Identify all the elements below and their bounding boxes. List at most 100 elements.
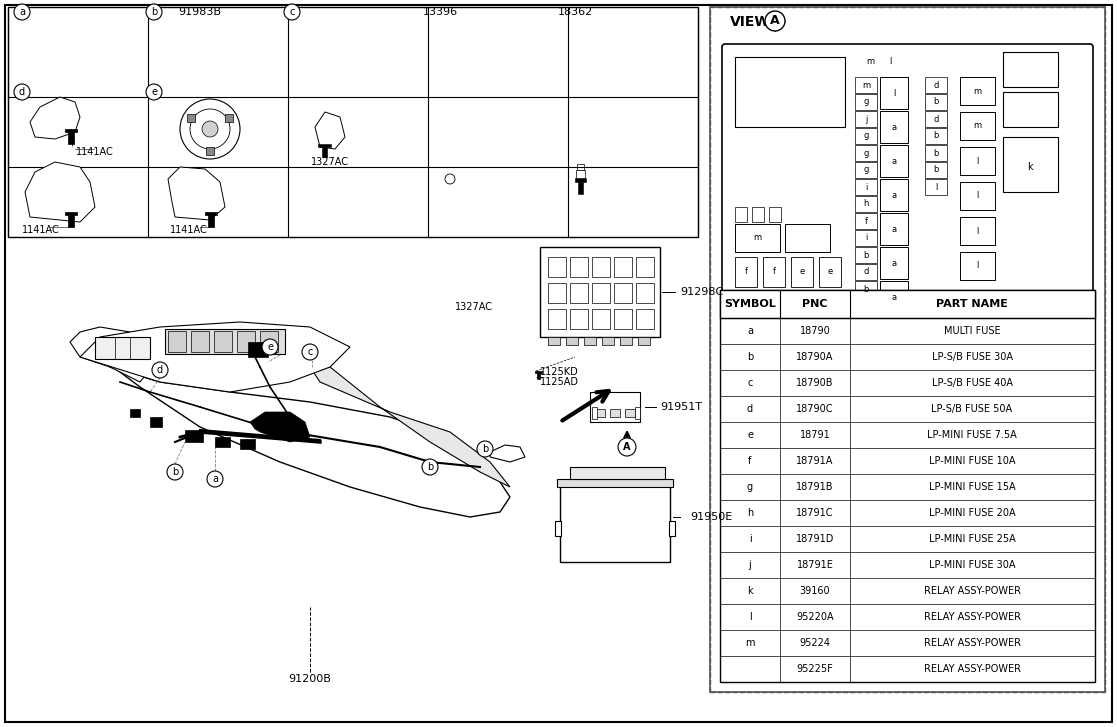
Bar	[636, 257, 653, 277]
Text: 18790: 18790	[800, 326, 830, 336]
Text: 1125AD: 1125AD	[540, 377, 579, 387]
Bar	[68, 215, 74, 227]
Bar	[1003, 92, 1058, 127]
Bar	[855, 264, 877, 280]
Circle shape	[618, 438, 636, 456]
Text: l: l	[976, 191, 978, 201]
Circle shape	[180, 99, 240, 159]
Circle shape	[477, 441, 493, 457]
Polygon shape	[450, 169, 462, 179]
Polygon shape	[438, 169, 450, 179]
Text: 18790A: 18790A	[796, 352, 833, 362]
Circle shape	[445, 174, 455, 184]
Text: e: e	[267, 342, 273, 352]
Bar	[880, 145, 908, 177]
Bar	[720, 290, 1095, 318]
Polygon shape	[438, 179, 450, 190]
Bar	[214, 437, 230, 447]
Circle shape	[422, 459, 438, 475]
Text: m: m	[973, 121, 981, 131]
Bar	[669, 521, 675, 536]
Polygon shape	[80, 322, 350, 392]
Bar	[925, 94, 947, 110]
Bar	[65, 212, 77, 215]
Bar	[710, 7, 1105, 692]
Bar	[575, 178, 586, 182]
Bar	[560, 482, 670, 562]
Text: 13396: 13396	[422, 7, 458, 17]
Bar	[537, 373, 540, 379]
Bar	[570, 467, 665, 479]
Circle shape	[262, 339, 278, 355]
Text: k: k	[1028, 162, 1033, 172]
Text: l: l	[935, 182, 937, 191]
Bar	[248, 342, 268, 357]
Bar	[880, 77, 908, 109]
Bar	[720, 290, 1095, 682]
Bar	[855, 179, 877, 195]
Text: b: b	[934, 148, 938, 158]
Text: 18791B: 18791B	[796, 482, 833, 492]
Text: m: m	[745, 638, 755, 648]
Text: RELAY ASSY-POWER: RELAY ASSY-POWER	[924, 612, 1021, 622]
Bar	[735, 207, 747, 222]
Text: a: a	[891, 225, 897, 233]
Text: RELAY ASSY-POWER: RELAY ASSY-POWER	[924, 664, 1021, 674]
Text: LP-MINI FUSE 15A: LP-MINI FUSE 15A	[928, 482, 1015, 492]
Bar	[960, 147, 995, 175]
Polygon shape	[560, 464, 685, 482]
Circle shape	[152, 362, 168, 378]
Text: m: m	[753, 233, 761, 243]
Bar	[880, 111, 908, 143]
Text: g: g	[747, 482, 753, 492]
Text: LP-S/B FUSE 30A: LP-S/B FUSE 30A	[932, 352, 1012, 362]
Text: g: g	[863, 97, 869, 106]
Text: m: m	[866, 57, 875, 66]
Text: d: d	[934, 81, 938, 89]
Bar	[855, 196, 877, 212]
Text: 18790C: 18790C	[796, 404, 833, 414]
Bar	[855, 94, 877, 110]
Text: b: b	[863, 284, 869, 294]
Bar	[206, 212, 217, 215]
Text: a: a	[212, 474, 218, 484]
Bar	[614, 309, 632, 329]
Bar	[180, 187, 192, 205]
Text: b: b	[934, 166, 938, 174]
Bar	[880, 179, 908, 211]
Bar	[592, 257, 610, 277]
Text: 18791A: 18791A	[796, 456, 833, 466]
Circle shape	[190, 109, 230, 149]
Text: i: i	[865, 233, 867, 243]
Text: a: a	[891, 123, 897, 132]
Text: e: e	[828, 268, 832, 276]
Bar	[592, 283, 610, 303]
Text: f: f	[865, 217, 868, 225]
Bar	[577, 164, 584, 170]
Bar	[260, 331, 278, 352]
Bar	[570, 309, 588, 329]
Bar	[880, 247, 908, 279]
Polygon shape	[670, 464, 685, 562]
Bar	[763, 257, 785, 287]
Circle shape	[15, 4, 30, 20]
Bar	[198, 187, 210, 205]
FancyBboxPatch shape	[722, 44, 1094, 300]
Text: 1141AC: 1141AC	[170, 225, 208, 235]
Bar	[65, 189, 75, 207]
Bar	[557, 479, 674, 487]
Text: LP-S/B FUSE 40A: LP-S/B FUSE 40A	[932, 378, 1012, 388]
Text: h: h	[747, 508, 753, 518]
Text: l: l	[976, 262, 978, 270]
Bar	[577, 182, 583, 194]
Circle shape	[302, 344, 318, 360]
Polygon shape	[443, 179, 456, 190]
Text: 95224: 95224	[800, 638, 831, 648]
Bar	[1003, 137, 1058, 192]
Text: b: b	[934, 97, 938, 106]
Text: 95220A: 95220A	[796, 612, 833, 622]
Polygon shape	[101, 357, 510, 517]
Bar	[548, 337, 560, 345]
Bar	[614, 257, 632, 277]
Text: a: a	[891, 259, 897, 268]
